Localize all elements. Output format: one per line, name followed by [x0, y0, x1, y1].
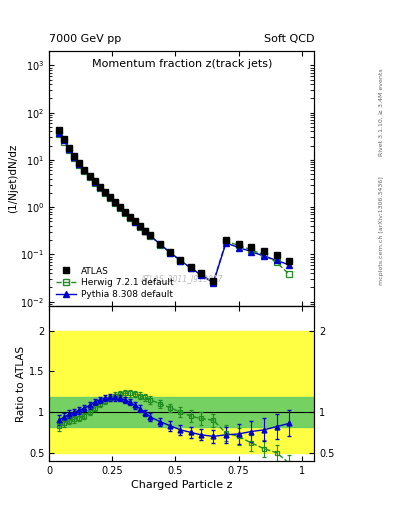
Text: Momentum fraction z(track jets): Momentum fraction z(track jets): [92, 59, 272, 69]
Y-axis label: (1/Njet)dN/dz: (1/Njet)dN/dz: [7, 144, 18, 214]
Y-axis label: Ratio to ATLAS: Ratio to ATLAS: [16, 346, 26, 421]
Text: 7000 GeV pp: 7000 GeV pp: [49, 33, 121, 44]
Text: Rivet 3.1.10, ≥ 3.4M events: Rivet 3.1.10, ≥ 3.4M events: [379, 69, 384, 157]
Text: Soft QCD: Soft QCD: [264, 33, 314, 44]
X-axis label: Charged Particle z: Charged Particle z: [131, 480, 233, 490]
Legend: ATLAS, Herwig 7.2.1 default, Pythia 8.308 default: ATLAS, Herwig 7.2.1 default, Pythia 8.30…: [53, 264, 176, 302]
Text: mcplots.cern.ch [arXiv:1306.3436]: mcplots.cern.ch [arXiv:1306.3436]: [379, 176, 384, 285]
Text: ATLAS_2011_I919017: ATLAS_2011_I919017: [141, 274, 223, 283]
